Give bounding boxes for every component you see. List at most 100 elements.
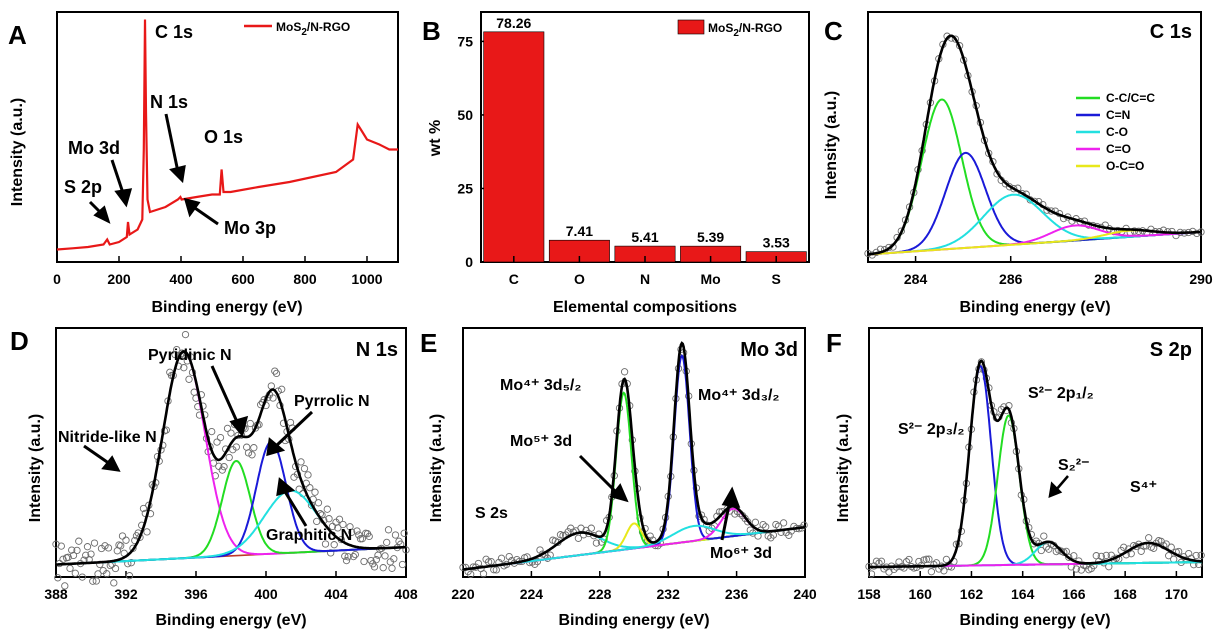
panel-xtick-label: 290 xyxy=(1189,271,1213,287)
panel-a-xtick-label: 800 xyxy=(293,271,317,287)
raw-data-point xyxy=(171,350,179,359)
panel-a-ylabel: Intensity (a.u.) xyxy=(9,98,26,206)
raw-data-point xyxy=(87,550,95,558)
raw-data-point xyxy=(101,542,109,550)
panel-c-legend-label: C=N xyxy=(1106,108,1130,122)
raw-data-point xyxy=(335,515,344,523)
raw-data-point xyxy=(922,555,931,563)
raw-data-point xyxy=(867,570,876,578)
raw-data-point xyxy=(620,368,629,376)
raw-data-point xyxy=(248,451,256,459)
raw-data-point xyxy=(915,557,923,566)
raw-data-point xyxy=(181,330,190,339)
panel-e-arrows xyxy=(578,454,741,541)
panel-e-ann-mo5: Mo⁵⁺ 3d xyxy=(510,433,572,450)
fit-component-mo4-3d5-2 xyxy=(462,391,806,571)
raw-data-point xyxy=(125,572,134,580)
panel-xtick-label: 166 xyxy=(1062,586,1086,602)
panel-a-xtick-label: 1000 xyxy=(351,271,382,287)
panel-b-bar-value: 5.39 xyxy=(697,229,724,245)
raw-data-point xyxy=(118,532,127,540)
raw-data-point xyxy=(61,582,69,590)
panel-f-arrows xyxy=(1048,475,1069,498)
panel-b-ylabel: wt % xyxy=(427,120,444,157)
panel-d: D Intensity (a.u.) N 1s 388 392 396 400 404 4… xyxy=(10,326,418,629)
panel-d-ann-nitride: Nitride-like N xyxy=(58,429,157,446)
raw-data-point xyxy=(122,536,130,544)
panel-a-xtick-label: 200 xyxy=(107,271,131,287)
panel-f-ann-s22: S₂²⁻ xyxy=(1058,457,1090,474)
panel-b-legend-text: MoS2/N-RGO xyxy=(708,21,782,39)
raw-data-point xyxy=(1147,225,1155,233)
raw-data-point xyxy=(355,531,363,539)
raw-data-point xyxy=(592,539,601,547)
raw-data-point xyxy=(1132,542,1140,551)
panel-b-ytick-label: 75 xyxy=(457,33,473,49)
raw-data-point xyxy=(505,552,513,561)
raw-data-point xyxy=(64,553,72,561)
raw-data-point xyxy=(365,532,373,541)
raw-data-point xyxy=(59,555,67,563)
raw-data-point xyxy=(1040,532,1048,540)
raw-data-point xyxy=(388,564,396,572)
panel-e-ann-s2s: S 2s xyxy=(475,505,508,522)
raw-data-point xyxy=(1010,185,1018,193)
panel-c-legend-label: C-C/C=C xyxy=(1106,91,1155,105)
panel-d-frame xyxy=(55,327,407,578)
panel-a: A Intensity (a.u.) 0 200 400 600 800 1000 Bin… xyxy=(8,11,399,316)
raw-data-point xyxy=(930,560,938,569)
raw-data-point xyxy=(117,542,125,550)
raw-data-point xyxy=(104,544,113,552)
panel-b-ytick-label: 0 xyxy=(465,254,473,270)
raw-data-point xyxy=(925,555,933,563)
panel-f-xlabel: Binding energy (eV) xyxy=(959,612,1110,629)
raw-data-point xyxy=(872,557,881,565)
raw-data-point xyxy=(402,546,410,554)
raw-data-point xyxy=(250,444,258,452)
raw-data-point xyxy=(52,540,60,548)
raw-data-point xyxy=(325,515,333,523)
raw-data-point xyxy=(66,564,74,573)
panel-b-legend-swatch xyxy=(677,19,705,35)
panel-a-frame xyxy=(56,11,399,263)
raw-data-point xyxy=(703,521,711,529)
panel-f-label: F xyxy=(826,328,842,358)
panel-xtick-label: 392 xyxy=(114,586,138,602)
raw-data-point xyxy=(390,555,398,563)
panel-c-label: C xyxy=(824,16,843,46)
raw-data-point xyxy=(384,526,393,534)
fit-envelope xyxy=(462,341,806,571)
panel-a-xlabel: Binding energy (eV) xyxy=(151,299,302,316)
panel-a-label: A xyxy=(8,20,27,50)
fit-envelope xyxy=(869,359,1202,569)
raw-data-point xyxy=(497,554,506,562)
panel-b-category-label: C xyxy=(509,271,519,287)
raw-data-point xyxy=(342,556,351,565)
raw-data-point xyxy=(348,528,356,536)
raw-data-point xyxy=(383,538,391,547)
raw-data-point xyxy=(180,364,188,372)
raw-data-point xyxy=(1102,551,1110,560)
panel-xtick-label: 160 xyxy=(909,586,933,602)
fit-component-nitride-like-n xyxy=(56,350,407,566)
raw-data-point xyxy=(220,463,228,471)
raw-data-point xyxy=(536,546,544,554)
panel-b-bar-value: 78.26 xyxy=(496,15,531,31)
panel-f: F Intensity (a.u.) S 2p 158 160 162 164 166 1… xyxy=(826,327,1205,629)
raw-data-point xyxy=(82,551,90,559)
raw-data-point xyxy=(381,552,389,560)
panel-a-ann-s2p: S 2p xyxy=(64,177,102,197)
raw-data-point xyxy=(779,519,788,527)
raw-data-point xyxy=(358,535,366,543)
panel-xtick-label: 158 xyxy=(857,586,881,602)
panel-c-ylabel: Intensity (a.u.) xyxy=(823,91,840,199)
raw-data-point xyxy=(1145,534,1153,542)
raw-data-point xyxy=(94,570,102,578)
raw-data-point xyxy=(1197,551,1205,559)
panel-b-xlabel: Elemental compositions xyxy=(553,299,737,316)
panel-d-ylabel: Intensity (a.u.) xyxy=(27,414,44,522)
panel-b-category-label: N xyxy=(640,271,650,287)
panel-a-survey-line xyxy=(56,19,398,251)
raw-data-point xyxy=(271,367,279,375)
raw-data-point xyxy=(334,524,342,532)
